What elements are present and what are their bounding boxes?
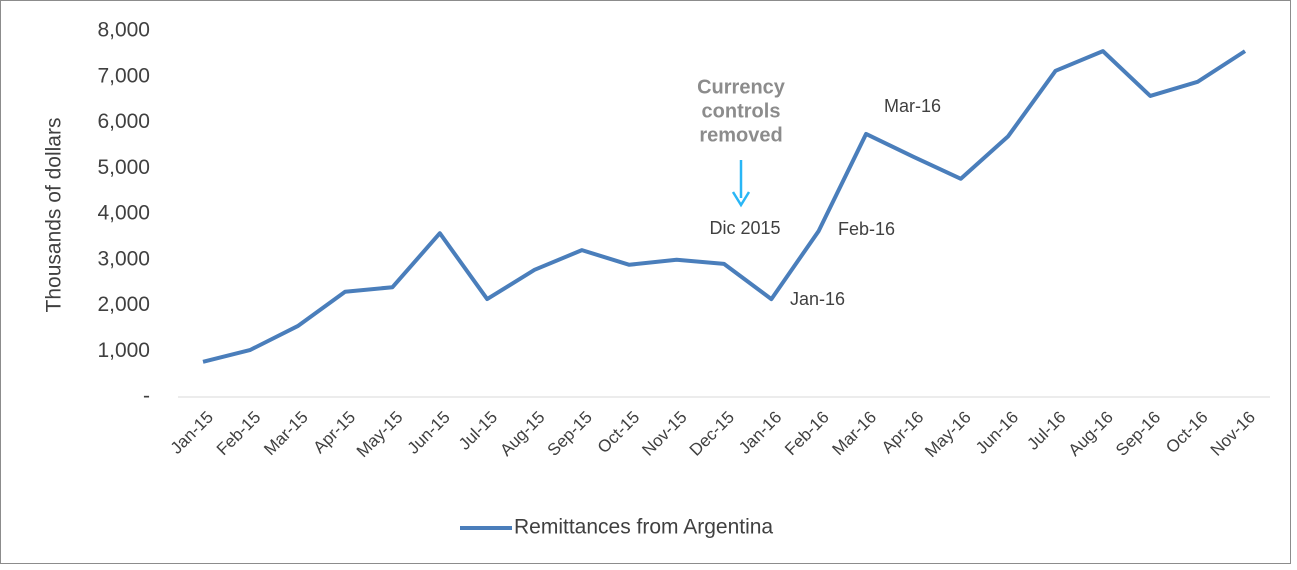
legend-label: Remittances from Argentina — [514, 516, 773, 539]
y-tick-label: 5,000 — [97, 156, 150, 179]
annotation-arrowhead — [731, 191, 751, 208]
y-tick-label: 1,000 — [97, 339, 150, 362]
annotation-text: removed — [699, 124, 782, 146]
y-tick-label: 6,000 — [97, 110, 150, 133]
point-label: Mar-16 — [884, 96, 941, 116]
y-tick-label: 4,000 — [97, 202, 150, 225]
point-label: Jan-16 — [790, 289, 845, 309]
point-label: Dic 2015 — [709, 218, 780, 238]
annotation-text: controls — [702, 100, 781, 122]
y-tick-label: 7,000 — [97, 64, 150, 87]
y-tick-label: 2,000 — [97, 293, 150, 316]
y-tick-label: 3,000 — [97, 247, 150, 270]
y-tick-label: - — [143, 385, 150, 408]
point-label: Feb-16 — [838, 219, 895, 239]
annotation-text: Currency — [697, 76, 786, 98]
y-axis-label: Thousands of dollars — [43, 118, 66, 313]
data-line — [202, 49, 1247, 364]
y-tick-label: 8,000 — [97, 19, 150, 42]
